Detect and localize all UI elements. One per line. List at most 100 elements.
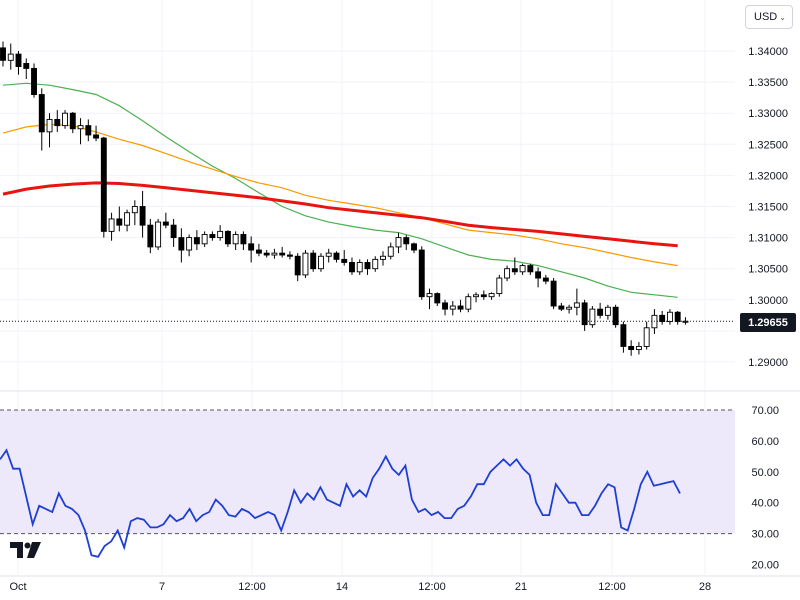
candle <box>178 228 185 263</box>
candle-body <box>7 53 14 61</box>
candle <box>333 251 340 263</box>
candle-body <box>457 305 464 310</box>
candle-body <box>248 243 255 251</box>
candle-body <box>224 230 231 245</box>
candle <box>612 304 619 328</box>
candle-body <box>263 252 270 256</box>
moving-average-ma-long <box>2 181 678 248</box>
rsi-axis[interactable]: 70.00 60.00 50.00 40.00 30.00 20.00 <box>751 405 779 572</box>
candle-body <box>193 237 200 245</box>
candle <box>620 321 627 353</box>
candle-body <box>418 249 425 298</box>
rsi-tick-label: 20.00 <box>751 560 779 572</box>
candle-body <box>279 252 286 256</box>
candle <box>31 63 37 98</box>
candle-body <box>325 252 332 257</box>
candle <box>255 243 262 257</box>
candle-body <box>674 311 681 323</box>
candle <box>434 292 441 307</box>
candle <box>155 218 162 251</box>
rsi-series <box>0 448 681 558</box>
candle-body <box>597 308 604 316</box>
candle-body <box>240 234 247 245</box>
candle <box>325 248 332 263</box>
candle-body <box>147 224 154 248</box>
candle-body <box>403 237 410 245</box>
candle-body <box>364 262 371 270</box>
candle <box>302 250 309 279</box>
candle <box>480 290 487 300</box>
rsi-tick-label: 40.00 <box>751 498 779 510</box>
candle-body <box>186 237 193 251</box>
candle <box>77 118 84 145</box>
candle-body <box>170 224 177 239</box>
candle <box>519 263 526 275</box>
candle <box>581 299 588 331</box>
candle-body <box>302 252 309 276</box>
candle-body <box>511 268 518 273</box>
candle-body <box>333 252 340 260</box>
candle-body <box>217 230 224 239</box>
candle <box>387 242 394 260</box>
candle-body <box>100 137 107 232</box>
candle <box>224 230 231 247</box>
candle <box>263 250 270 258</box>
candle-body <box>628 346 635 351</box>
candle-body <box>38 94 45 133</box>
candle-body <box>542 277 549 282</box>
candle <box>628 340 635 356</box>
candle <box>457 299 464 313</box>
candle-body <box>310 252 317 270</box>
candle <box>488 292 495 300</box>
currency-selector[interactable]: USD ⌄ <box>745 5 793 29</box>
candle-body <box>589 308 596 326</box>
candle-body <box>286 254 293 257</box>
tradingview-logo-icon[interactable] <box>10 541 42 559</box>
chevron-down-icon: ⌄ <box>779 12 786 22</box>
candle <box>341 250 348 266</box>
candle <box>286 251 293 260</box>
candle-body <box>550 280 557 307</box>
candle <box>131 200 138 226</box>
candle-body <box>558 305 565 310</box>
candle-body <box>23 62 30 69</box>
time-tick-label: 21 <box>515 581 527 593</box>
candle <box>217 225 224 241</box>
candle-body <box>426 293 433 298</box>
candle <box>666 309 673 325</box>
candle <box>62 110 68 129</box>
candle-body <box>155 221 162 248</box>
candle <box>116 206 123 232</box>
candle <box>418 246 425 300</box>
candle-body <box>201 234 208 245</box>
candle <box>604 304 611 320</box>
candle <box>69 111 76 134</box>
candle-body <box>635 346 642 351</box>
price-tick-label: 1.31500 <box>748 202 788 214</box>
candle-body <box>178 237 185 251</box>
candle-body <box>209 234 216 239</box>
candle <box>248 236 255 263</box>
candle-body <box>535 271 542 279</box>
candle <box>85 119 92 142</box>
moving-average-ma-mid <box>2 123 678 267</box>
time-axis[interactable]: Oct 7 12:00 14 12:00 21 12:00 28 <box>9 581 711 593</box>
price-axis[interactable]: 1.34000 1.33500 1.33000 1.32500 1.32000 1.315… <box>748 46 788 369</box>
candle <box>411 242 417 254</box>
time-tick-label: 7 <box>159 581 165 593</box>
moving-averages <box>2 82 678 298</box>
candle-body <box>519 265 526 273</box>
candle <box>426 288 433 310</box>
rsi-tick-label: 70.00 <box>751 405 779 417</box>
candle <box>558 302 565 311</box>
rsi-line <box>0 448 681 558</box>
candle <box>7 43 14 70</box>
candle <box>589 306 596 328</box>
candle-body <box>473 294 480 298</box>
candle-body <box>643 327 650 347</box>
candle-body <box>349 262 355 273</box>
candle-body <box>488 293 495 298</box>
candle <box>364 259 371 275</box>
candle-body <box>566 306 573 310</box>
